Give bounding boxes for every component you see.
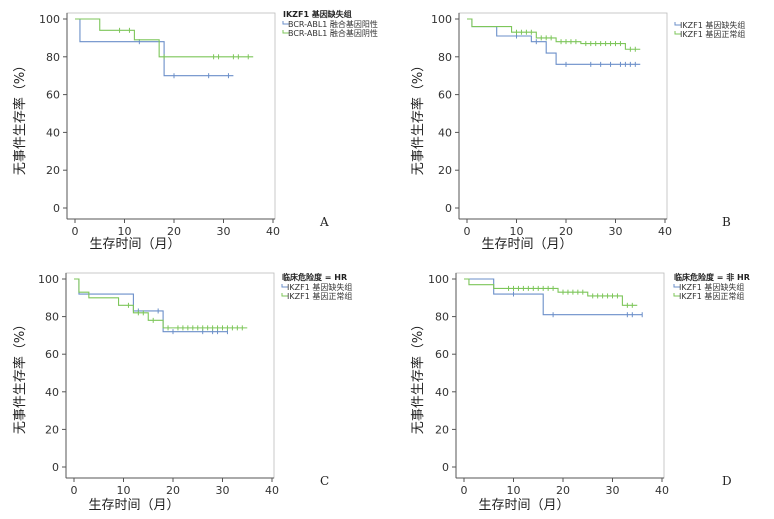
x-tick-label: 0 <box>461 484 468 497</box>
series-1-curve <box>74 278 228 333</box>
panel-letter: D <box>722 474 732 488</box>
legend-swatch <box>674 22 681 26</box>
x-tick-label: 40 <box>265 484 279 497</box>
x-tick-label: 0 <box>72 225 79 238</box>
y-tick-label: 40 <box>46 126 60 139</box>
x-tick-label: 40 <box>655 484 669 497</box>
y-tick-label: 0 <box>442 461 449 474</box>
y-tick-label: 20 <box>46 164 60 177</box>
legend-entry: IKZF1 基因缺失组 <box>680 20 745 30</box>
y-tick-label: 60 <box>45 348 59 361</box>
panel-a: 0 20 40 60 80 100 0 10 20 30 40 生存时间（月） 无事件生存率（%） A IK… <box>12 9 378 252</box>
y-tick-label: 80 <box>45 311 59 324</box>
x-tick-label: 40 <box>658 225 672 238</box>
y-tick-label: 40 <box>45 386 59 399</box>
y-tick-label: 0 <box>445 202 452 215</box>
legend-entry: BCR-ABL1 融合基因阴性 <box>288 28 378 38</box>
x-tick-label: 20 <box>166 484 180 497</box>
x-tick-label: 20 <box>556 484 570 497</box>
legend-swatch <box>674 31 681 35</box>
x-axis-title: 生存时间（月） <box>478 498 569 513</box>
y-tick-label: 40 <box>435 386 449 399</box>
legend-swatch <box>673 284 680 288</box>
plot-frame <box>66 12 276 220</box>
y-axis-title: 无事件生存率（%） <box>410 318 426 434</box>
x-tick-label: 30 <box>606 484 620 497</box>
y-tick-label: 20 <box>45 423 59 436</box>
y-tick-label: 60 <box>46 89 60 102</box>
y-tick-label: 80 <box>435 311 449 324</box>
x-tick-label: 0 <box>464 225 471 238</box>
x-axis-title: 生存时间（月） <box>89 237 180 252</box>
legend-swatch <box>281 284 288 288</box>
legend-swatch <box>282 30 289 34</box>
x-axis-title: 生存时间（月） <box>481 237 572 252</box>
y-tick-label: 60 <box>438 89 452 102</box>
series-2-curve <box>74 278 248 329</box>
legend-entry: IKZF1 基因正常组 <box>287 291 352 301</box>
legend-entry: IKZF1 基因正常组 <box>680 29 745 39</box>
y-tick-label: 100 <box>431 13 452 26</box>
panel-c: 0 20 40 60 80 100 0 10 20 30 40 生存时间（月） 无事件生存率（%） C 临床… <box>12 272 352 513</box>
x-tick-label: 10 <box>117 484 131 497</box>
y-tick-label: 20 <box>438 164 452 177</box>
y-tick-label: 0 <box>52 461 59 474</box>
legend-entry: IKZF1 基因正常组 <box>679 291 744 301</box>
series-2-curve <box>464 278 638 306</box>
x-tick-label: 10 <box>510 225 524 238</box>
y-tick-label: 60 <box>435 348 449 361</box>
legend-entry: BCR-ABL1 融合基因阳性 <box>288 19 378 29</box>
legend-entry: IKZF1 基因缺失组 <box>287 282 352 292</box>
plot-frame <box>65 272 275 479</box>
panel-letter: C <box>320 474 329 488</box>
legend-title: 临床危险度 = 非 HR <box>674 272 750 282</box>
x-tick-label: 0 <box>71 484 78 497</box>
series-2-curve <box>75 18 254 58</box>
panel-b: 0 20 40 60 80 100 0 10 20 30 40 生存时间（月） 无事件生存率（%） B IK… <box>410 12 745 252</box>
y-tick-label: 100 <box>428 273 449 286</box>
x-tick-label: 20 <box>559 225 573 238</box>
y-axis-title: 无事件生存率（%） <box>410 59 426 175</box>
x-axis-title: 生存时间（月） <box>88 498 179 513</box>
y-tick-label: 100 <box>39 13 60 26</box>
series-1-curve <box>467 18 641 65</box>
series-1-curve <box>464 278 643 316</box>
panel-letter: B <box>722 215 731 229</box>
legend-title: 临床危险度 = HR <box>282 272 347 282</box>
y-tick-label: 40 <box>438 126 452 139</box>
series-2-curve <box>467 18 641 50</box>
y-tick-label: 80 <box>46 51 60 64</box>
x-tick-label: 10 <box>507 484 521 497</box>
x-tick-label: 20 <box>167 225 181 238</box>
panel-letter: A <box>319 215 329 229</box>
legend-swatch <box>673 293 680 297</box>
legend-entry: IKZF1 基因缺失组 <box>679 282 744 292</box>
legend-swatch <box>281 293 288 297</box>
x-tick-label: 10 <box>118 225 132 238</box>
plot-frame <box>458 12 668 220</box>
y-tick-label: 100 <box>38 273 59 286</box>
panel-d: 0 20 40 60 80 100 0 10 20 30 40 生存时间（月） 无事件生存率（%） D 临床… <box>410 272 750 513</box>
legend-swatch <box>282 21 289 25</box>
y-tick-label: 0 <box>53 202 60 215</box>
x-tick-label: 30 <box>217 225 231 238</box>
y-tick-label: 80 <box>438 51 452 64</box>
y-axis-title: 无事件生存率（%） <box>12 318 28 434</box>
x-tick-label: 40 <box>266 225 280 238</box>
legend-title: IKZF1 基因缺失组 <box>283 9 352 19</box>
x-tick-label: 30 <box>216 484 230 497</box>
x-tick-label: 30 <box>609 225 623 238</box>
series-1-curve <box>75 18 234 77</box>
y-axis-title: 无事件生存率（%） <box>12 59 28 175</box>
y-tick-label: 20 <box>435 423 449 436</box>
